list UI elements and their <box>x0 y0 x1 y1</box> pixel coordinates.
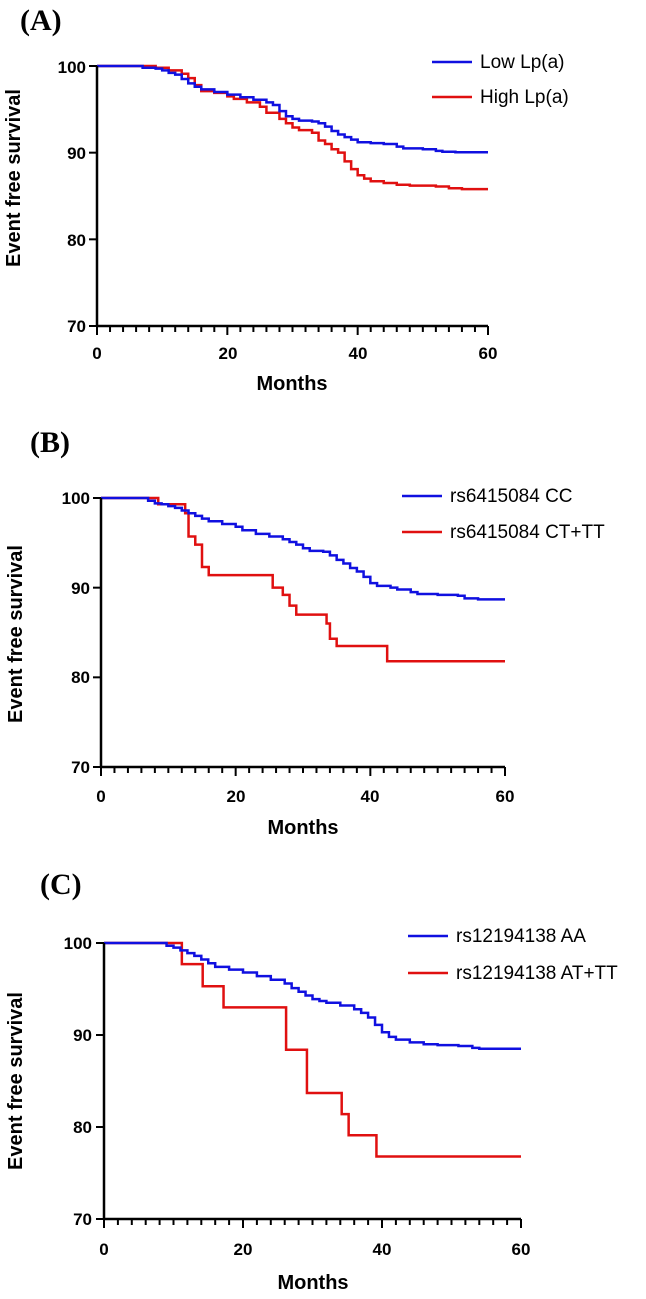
legend-label-high-lpa: High Lp(a) <box>480 87 569 108</box>
y-tick-label-100-c: 100 <box>64 934 92 953</box>
y-tick-label-90-a: 90 <box>67 144 86 163</box>
x-axis-title-a: Months <box>256 373 327 395</box>
y-tick-label-100-b: 100 <box>62 489 90 508</box>
panel-c: (C) Event free survival Months 100 90 80… <box>5 868 618 1294</box>
y-tick-label-100-a: 100 <box>58 58 86 77</box>
legend-label-rs12194138-at-tt: rs12194138 AT+TT <box>456 963 618 984</box>
panel-label-c: (C) <box>40 868 82 901</box>
y-tick-labels-a: 100 90 80 70 <box>58 58 86 336</box>
x-tick-label-40-b: 40 <box>361 787 380 806</box>
axis-ticks-a <box>89 65 489 335</box>
series-line-rs6415084-cc <box>101 496 505 601</box>
legend-label-rs6415084-ct-tt: rs6415084 CT+TT <box>450 522 605 543</box>
series-line-high-lpa <box>97 64 488 191</box>
y-tick-label-80-b: 80 <box>71 668 90 687</box>
x-axis-title-b: Months <box>267 817 338 839</box>
y-tick-label-70-b: 70 <box>71 758 90 777</box>
legend-label-rs12194138-aa: rs12194138 AA <box>456 926 586 947</box>
plot-area-b <box>101 496 505 663</box>
plot-area-a <box>97 64 488 191</box>
x-tick-label-40-c: 40 <box>373 1240 392 1259</box>
legend-label-low-lpa: Low Lp(a) <box>480 52 565 73</box>
plot-area-c <box>104 941 521 1158</box>
panel-label-a: (A) <box>20 4 62 37</box>
y-tick-label-70-c: 70 <box>73 1210 92 1229</box>
series-line-rs12194138-at-tt <box>104 941 521 1158</box>
y-axis-title-c: Event free survival <box>5 992 27 1170</box>
panel-a: (A) Event free survival Months 100 90 80… <box>3 4 569 395</box>
series-line-rs12194138-aa <box>104 941 521 1051</box>
series-line-low-lpa <box>97 64 488 154</box>
y-tick-label-70-a: 70 <box>67 317 86 336</box>
x-tick-labels-c: 0 20 40 60 <box>99 1240 530 1259</box>
legend-c: rs12194138 AA rs12194138 AT+TT <box>408 926 618 984</box>
y-axis-title-b: Event free survival <box>5 545 27 723</box>
legend-a: Low Lp(a) High Lp(a) <box>432 52 569 108</box>
x-tick-label-20-b: 20 <box>227 787 246 806</box>
x-tick-label-60-c: 60 <box>512 1240 531 1259</box>
y-tick-label-80-c: 80 <box>73 1118 92 1137</box>
panel-b: (B) Event free survival Months 100 90 80… <box>5 426 605 839</box>
axis-ticks-b <box>93 497 506 776</box>
y-tick-label-90-c: 90 <box>73 1026 92 1045</box>
legend-b: rs6415084 CC rs6415084 CT+TT <box>402 486 605 543</box>
axis-ticks-c <box>96 942 522 1228</box>
x-tick-label-0-b: 0 <box>96 787 105 806</box>
y-axis-title-a: Event free survival <box>3 89 25 267</box>
x-tick-label-20-a: 20 <box>219 344 238 363</box>
x-tick-label-60-a: 60 <box>479 344 498 363</box>
panel-label-b: (B) <box>30 426 70 459</box>
x-tick-label-20-c: 20 <box>234 1240 253 1259</box>
series-line-rs6415084-ct-tt <box>101 496 505 663</box>
x-tick-label-0-c: 0 <box>99 1240 108 1259</box>
x-tick-label-60-b: 60 <box>496 787 515 806</box>
x-tick-labels-b: 0 20 40 60 <box>96 787 514 806</box>
y-tick-label-80-a: 80 <box>67 231 86 250</box>
y-tick-labels-c: 100 90 80 70 <box>64 934 92 1229</box>
x-tick-labels-a: 0 20 40 60 <box>92 344 497 363</box>
x-axis-title-c: Months <box>277 1272 348 1294</box>
x-tick-label-0-a: 0 <box>92 344 101 363</box>
legend-label-rs6415084-cc: rs6415084 CC <box>450 486 573 507</box>
y-tick-label-90-b: 90 <box>71 579 90 598</box>
y-tick-labels-b: 100 90 80 70 <box>62 489 90 777</box>
x-tick-label-40-a: 40 <box>349 344 368 363</box>
